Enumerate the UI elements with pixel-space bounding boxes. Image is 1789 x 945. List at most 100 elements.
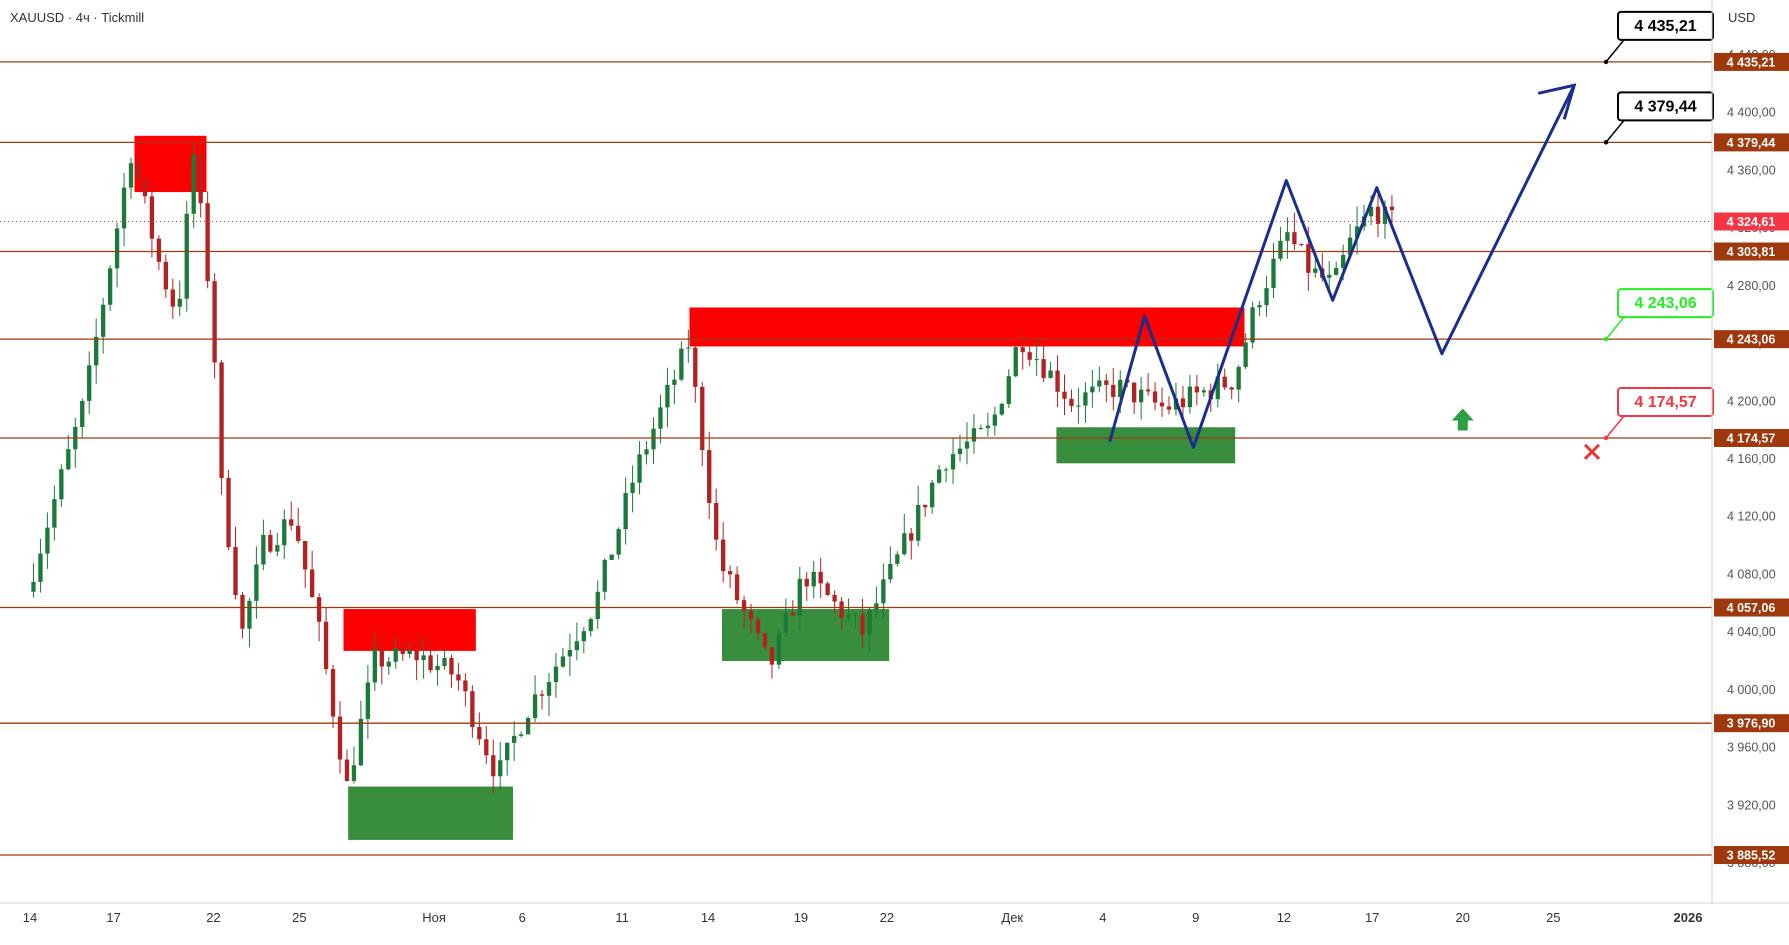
candle-body [783,612,789,633]
candle-body [909,533,914,541]
candle-body [602,559,607,592]
candle-body [574,641,580,650]
candle-body [532,694,538,719]
candle-body [825,583,830,595]
candle-body [895,554,900,564]
candle-body [1250,307,1255,343]
candle-body [303,540,308,570]
candle-body [776,632,782,665]
candle-body [1020,347,1025,353]
candle-body [957,448,963,455]
candle-body [456,674,461,681]
stop-cross-icon [1583,443,1601,460]
candle-body [205,203,210,282]
callout-anchor-2 [1603,336,1609,342]
candle-body [546,682,552,696]
candle-body [707,450,712,503]
candle-body [1327,274,1332,278]
candle-body [1152,391,1158,403]
level-badge-label-2: 4 303,81 [1727,245,1776,259]
candle-body [1257,305,1262,308]
candle-body [233,546,238,596]
candle-body [184,213,189,299]
candle-body [177,298,182,307]
candle-body [1187,386,1193,408]
price-tick-2: 4 360,00 [1727,163,1776,177]
candle-body [442,657,447,666]
candle-body [365,682,371,719]
candle-body [588,619,593,632]
candle-body [651,428,656,450]
level-badge-2 [1714,242,1789,261]
candle-body [372,649,377,683]
candle-body [156,238,162,262]
symbol-label[interactable]: XAUUSD · 4ч · Tickmill [10,10,145,25]
candle-body [867,609,872,635]
candle-body [839,601,844,618]
candle-body [219,362,224,479]
price-tick-8: 4 120,00 [1727,510,1776,524]
candle-body [609,554,614,560]
callout-box-2 [1617,288,1714,319]
candle-body [254,564,259,601]
candle-body [581,631,586,642]
callout-anchor-1 [1603,140,1609,145]
candle-body [1271,258,1276,289]
price-tick-12: 3 960,00 [1727,741,1776,755]
last-price-badge-label: 4 324,61 [1727,215,1776,229]
candle-body [679,348,684,380]
candle-body [1236,366,1241,390]
time-tick-13: 12 [1277,910,1291,925]
plot-area [0,0,1712,903]
level-badge-4 [1714,428,1789,447]
candle-body [1083,392,1088,406]
candle-body [714,502,719,540]
candle-body [525,718,531,735]
candle-body [999,403,1004,415]
candle-body [59,469,64,500]
candle-body [477,727,482,740]
candle-body [38,553,43,582]
price-tick-9: 4 080,00 [1727,567,1776,581]
candle-body [261,534,266,565]
candle-body [400,648,405,654]
candle-body [87,365,92,401]
candle-body [1048,370,1053,378]
currency-label[interactable]: USD [1728,10,1756,25]
candle-body [1145,389,1151,392]
candle-body [449,657,454,675]
candle-body [888,563,893,580]
candle-body [665,384,670,408]
candle-body [414,650,419,661]
price-tick-13: 3 920,00 [1727,798,1776,812]
callout-leader-1 [1605,119,1625,143]
candle-body [1389,206,1395,211]
candle-body [630,482,635,493]
candle-body [512,735,517,743]
candle-body [658,407,663,429]
candle-body [595,591,600,620]
candle-body [1201,390,1206,393]
candle-body [309,569,315,598]
callout-anchor-3 [1603,435,1609,441]
candle-body [52,499,57,528]
candle-body [170,289,175,307]
candle-body [693,347,698,387]
time-tick-2: 22 [206,910,220,925]
candle-body [1090,386,1095,393]
candle-body [1243,342,1248,367]
candle-body [992,414,998,426]
level-badge-1 [1714,133,1789,152]
callout-label-1: 4 379,44 [1634,98,1696,115]
candle-body [114,228,120,269]
candle-body [358,718,364,766]
candle-body [31,581,36,592]
candle-body [902,533,907,555]
candle-body [1041,359,1046,378]
candle-body [874,603,879,610]
callout-box-0 [1617,10,1714,41]
level-badge-label-5: 4 057,06 [1727,601,1776,615]
price-tick-1: 4 400,00 [1727,106,1776,120]
candle-body [470,691,475,728]
